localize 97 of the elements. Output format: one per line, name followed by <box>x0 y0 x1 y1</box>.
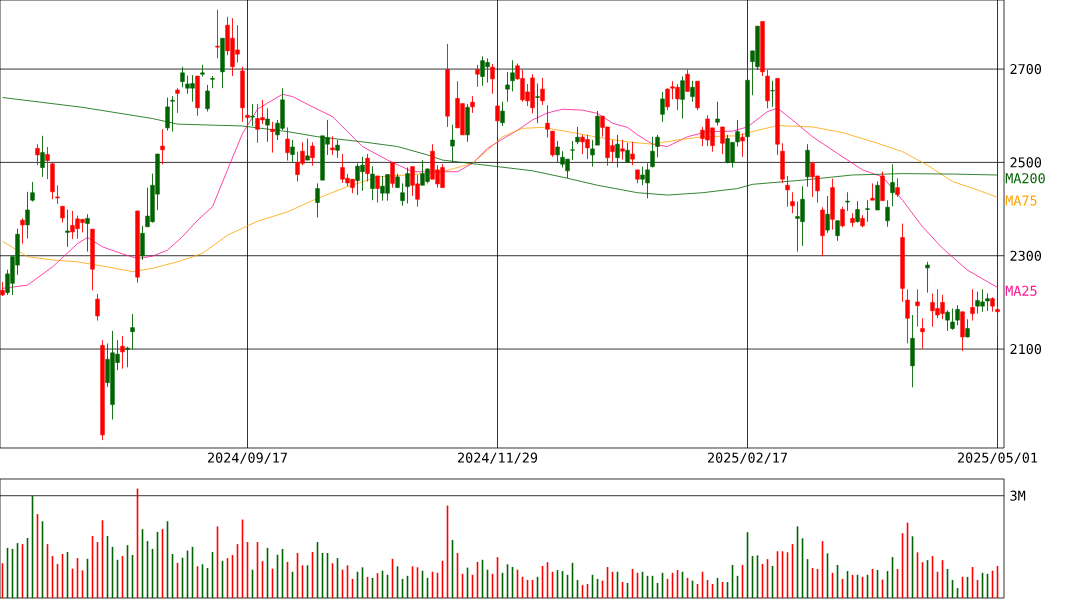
candlestick <box>400 182 405 207</box>
candlestick <box>680 76 685 119</box>
candlestick <box>790 191 795 214</box>
candlestick <box>865 199 870 223</box>
candlestick <box>285 126 290 161</box>
candlestick <box>140 225 145 261</box>
line-series <box>2 125 998 272</box>
candlestick <box>310 141 315 167</box>
candlestick <box>915 288 920 328</box>
candlestick <box>375 175 380 203</box>
candlestick <box>20 217 25 245</box>
candlestick <box>825 195 830 234</box>
candlestick <box>40 135 45 178</box>
candlestick <box>510 59 515 92</box>
y-tick-label: 2300 <box>1010 250 1042 261</box>
candlestick <box>290 139 295 163</box>
y-tick-label: 2700 <box>1010 63 1042 75</box>
candlestick <box>205 84 210 112</box>
candlestick <box>210 75 215 89</box>
candlestick <box>390 161 395 189</box>
candlestick <box>25 191 30 239</box>
candlestick <box>65 209 70 248</box>
candlestick <box>305 138 310 161</box>
candlestick <box>270 121 275 154</box>
candlestick <box>330 135 335 156</box>
candlestick <box>690 80 695 103</box>
x-tick-label: 2025/02/17 <box>708 452 787 464</box>
candlestick <box>625 142 630 163</box>
candlestick <box>95 293 100 322</box>
candlestick <box>885 199 890 228</box>
candlestick <box>120 335 125 370</box>
candlestick <box>545 104 550 139</box>
candlestick <box>130 313 135 350</box>
candlestick <box>370 165 375 201</box>
y-tick-label: 3M <box>1010 490 1026 501</box>
candlestick <box>740 133 745 158</box>
candlestick <box>550 130 555 158</box>
candlestick <box>845 191 850 212</box>
candlestick <box>715 101 720 126</box>
candlestick <box>315 182 320 218</box>
candlestick <box>950 308 955 331</box>
candlestick <box>965 318 970 338</box>
candlestick <box>685 69 690 92</box>
candlestick <box>615 134 620 168</box>
x-tick-label: 2024/09/17 <box>208 452 287 464</box>
candlestick <box>570 140 575 161</box>
candlestick <box>45 146 50 180</box>
candlestick <box>925 261 930 294</box>
candlestick <box>835 219 840 242</box>
candlestick <box>175 87 180 114</box>
candlestick <box>245 107 250 140</box>
candlestick <box>160 128 165 165</box>
candlestick <box>475 64 480 88</box>
candlestick <box>250 103 255 127</box>
candlestick <box>905 288 910 344</box>
candlestick <box>630 141 635 166</box>
candlestick <box>650 136 655 168</box>
candlestick <box>450 124 455 163</box>
candlestick <box>265 107 270 143</box>
y-tick-label: 2100 <box>1010 343 1042 355</box>
candlestick <box>180 66 185 88</box>
candlestick <box>590 139 595 168</box>
candlestick <box>85 213 90 252</box>
candlestick <box>895 177 900 198</box>
x-tick-label: 2024/11/29 <box>458 452 538 464</box>
candlestick <box>785 175 790 208</box>
candlestick <box>200 64 205 77</box>
candlestick <box>535 83 540 124</box>
candlestick <box>35 143 40 166</box>
candlestick <box>770 80 775 108</box>
candlestick <box>30 181 35 203</box>
candlestick <box>540 77 545 106</box>
candlestick <box>660 91 665 123</box>
y-tick-label: 2500 <box>1010 157 1042 168</box>
series-label: MA25 <box>1005 285 1037 296</box>
candlestick <box>970 288 975 322</box>
candlestick <box>995 305 1000 338</box>
candlestick <box>505 71 510 103</box>
candlestick <box>500 101 505 127</box>
candlestick <box>955 304 960 326</box>
candlestick <box>855 200 860 224</box>
candlestick <box>920 317 925 350</box>
candlestick <box>555 140 560 163</box>
series-label: MA75 <box>1005 195 1037 206</box>
candlestick <box>870 182 875 201</box>
candlestick <box>55 184 60 205</box>
candlestick <box>945 309 950 332</box>
x-tick-label: 2025/05/01 <box>958 452 1038 464</box>
candlestick <box>720 126 725 155</box>
series-label: MA200 <box>1005 173 1045 184</box>
candlestick <box>490 63 495 95</box>
candlestick <box>405 167 410 204</box>
candlestick <box>365 153 370 182</box>
candlestick <box>655 134 660 158</box>
candlestick <box>620 139 625 161</box>
candlestick <box>495 105 500 137</box>
candlestick <box>215 9 220 59</box>
